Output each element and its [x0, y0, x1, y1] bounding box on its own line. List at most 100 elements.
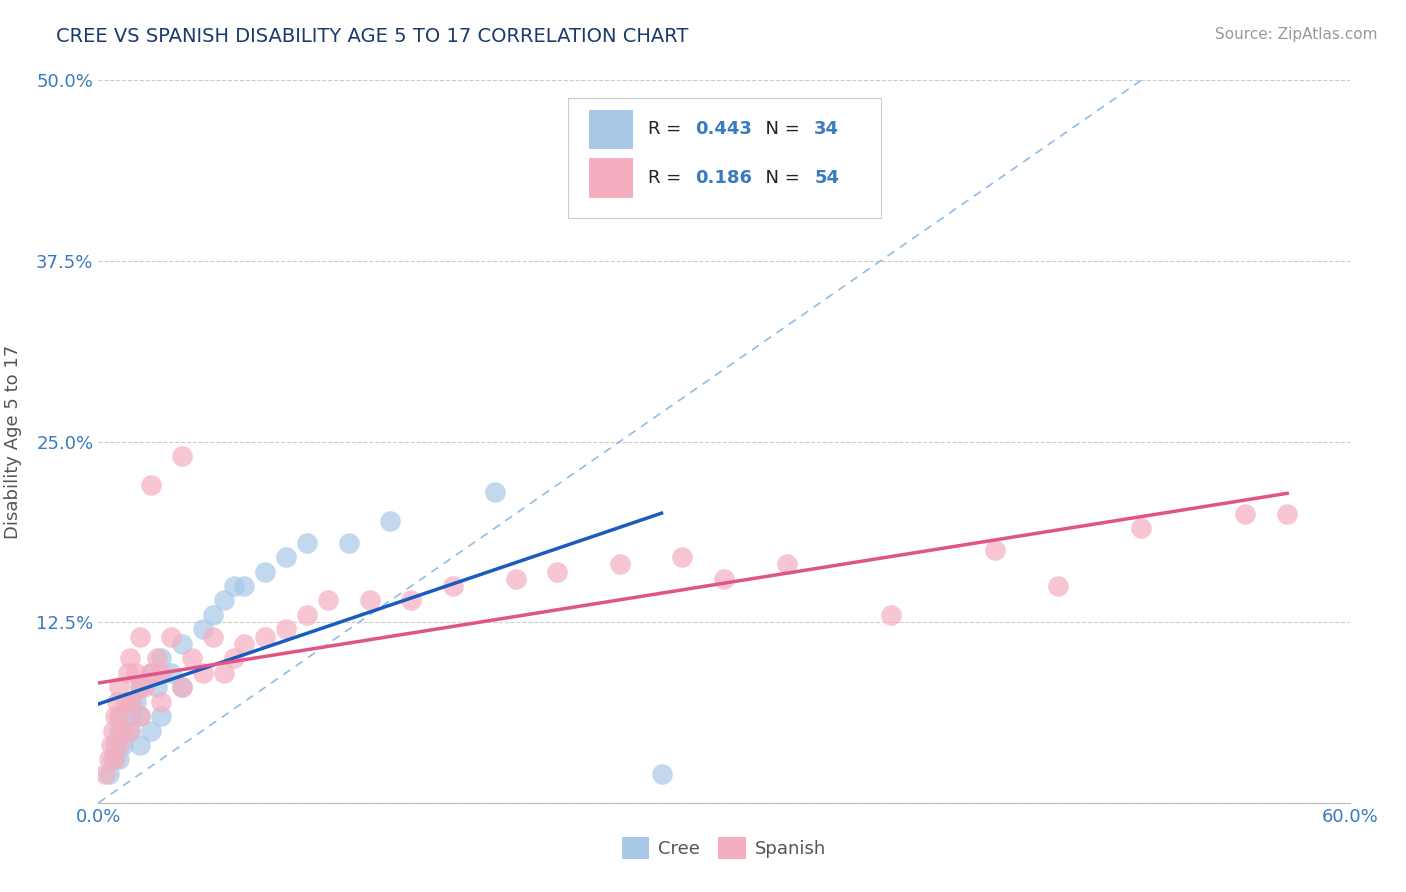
Point [191, 623, 214, 637]
Point [129, 709, 152, 723]
Point [129, 630, 152, 644]
Point [108, 709, 131, 723]
Point [776, 558, 799, 572]
Point [121, 709, 143, 723]
Point [104, 709, 127, 723]
Point [505, 572, 527, 586]
Point [114, 695, 136, 709]
Point [101, 752, 124, 766]
Point [108, 680, 131, 694]
Point [104, 752, 127, 766]
Point [254, 630, 277, 644]
Point [233, 579, 256, 593]
Point [170, 680, 193, 694]
Point [880, 607, 903, 622]
Point [108, 723, 131, 738]
Point [112, 723, 135, 738]
Text: Source: ZipAtlas.com: Source: ZipAtlas.com [1215, 27, 1378, 42]
Point [202, 630, 225, 644]
Point [233, 637, 256, 651]
Point [129, 680, 152, 694]
Point [546, 565, 568, 579]
Point [134, 680, 156, 694]
Text: 0.186: 0.186 [696, 169, 752, 186]
FancyBboxPatch shape [568, 98, 880, 218]
Text: 34: 34 [814, 120, 839, 138]
Point [295, 535, 318, 549]
FancyBboxPatch shape [589, 110, 633, 149]
Point [129, 680, 152, 694]
Text: N =: N = [754, 120, 806, 138]
Point [146, 651, 169, 665]
Point [212, 593, 235, 607]
Point [125, 665, 148, 680]
Point [118, 651, 141, 665]
Point [441, 579, 464, 593]
Point [181, 651, 204, 665]
Legend: Cree, Spanish: Cree, Spanish [616, 830, 832, 866]
Point [118, 723, 141, 738]
Point [359, 593, 381, 607]
Point [1277, 507, 1299, 521]
Point [129, 738, 152, 752]
Point [139, 723, 162, 738]
Point [104, 738, 127, 752]
Point [274, 550, 298, 565]
Text: CREE VS SPANISH DISABILITY AGE 5 TO 17 CORRELATION CHART: CREE VS SPANISH DISABILITY AGE 5 TO 17 C… [56, 27, 689, 45]
Point [1130, 521, 1153, 535]
Point [101, 723, 124, 738]
Point [984, 542, 1007, 557]
Point [150, 651, 173, 665]
Point [129, 709, 152, 723]
Point [191, 665, 214, 680]
Point [118, 695, 141, 709]
Text: N =: N = [754, 169, 806, 186]
Point [713, 572, 735, 586]
Point [139, 665, 162, 680]
Text: R =: R = [648, 120, 686, 138]
Point [105, 695, 128, 709]
Point [316, 593, 339, 607]
Point [202, 607, 225, 622]
Point [125, 695, 148, 709]
Point [118, 723, 141, 738]
Point [108, 752, 131, 766]
Point [150, 665, 173, 680]
Point [170, 680, 193, 694]
Text: 54: 54 [814, 169, 839, 186]
Point [117, 665, 139, 680]
Point [150, 709, 173, 723]
Text: 0.443: 0.443 [696, 120, 752, 138]
Point [139, 478, 162, 492]
Y-axis label: Disability Age 5 to 17: Disability Age 5 to 17 [4, 344, 22, 539]
Text: R =: R = [648, 169, 686, 186]
Point [112, 738, 135, 752]
Point [139, 665, 162, 680]
Point [671, 550, 693, 565]
Point [93, 767, 115, 781]
Point [160, 665, 183, 680]
Point [212, 665, 235, 680]
FancyBboxPatch shape [589, 158, 633, 198]
Point [609, 558, 631, 572]
Point [651, 767, 673, 781]
Point [121, 695, 143, 709]
Point [150, 695, 173, 709]
Point [1234, 507, 1257, 521]
Point [146, 680, 169, 694]
Point [160, 630, 183, 644]
Point [401, 593, 423, 607]
Point [100, 738, 122, 752]
Point [170, 449, 193, 463]
Point [1046, 579, 1069, 593]
Point [222, 651, 245, 665]
Point [295, 607, 318, 622]
Point [380, 514, 402, 528]
Point [108, 709, 131, 723]
Point [254, 565, 277, 579]
Point [97, 752, 120, 766]
Point [108, 738, 131, 752]
Point [97, 767, 120, 781]
Point [222, 579, 245, 593]
Point [484, 485, 506, 500]
